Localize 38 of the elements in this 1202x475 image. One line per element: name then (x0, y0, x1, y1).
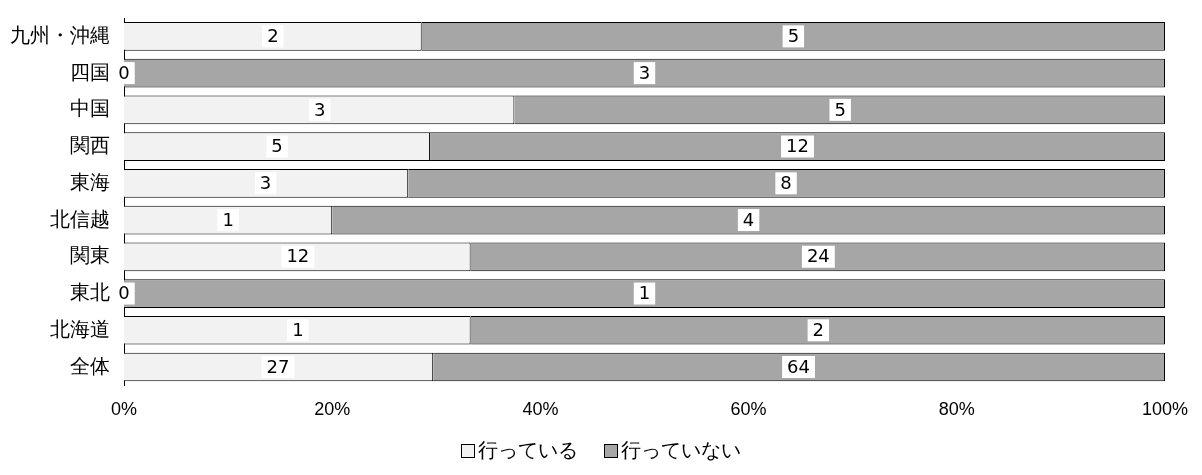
annotation: 2 (812, 318, 825, 340)
x-tick-label: 0% (110, 399, 138, 420)
x-tick-label: 60% (730, 399, 767, 420)
annotation: 3 (313, 98, 326, 120)
annotation: 64 (787, 355, 811, 377)
y-tick-label: 北信越 (50, 207, 110, 230)
annotation: 5 (787, 25, 800, 47)
x-tick-label: 100% (1141, 399, 1188, 420)
y-tick-label: 九州・沖縄 (10, 23, 110, 46)
y-tick-label: 東北 (70, 281, 110, 304)
legend-label: 行っている (478, 437, 578, 464)
annotation: 0 (118, 282, 130, 304)
annotation: 4 (742, 208, 755, 230)
annotation: 0 (118, 61, 130, 83)
annotation: 1 (638, 282, 651, 304)
annotation: 12 (286, 245, 310, 267)
y-tick-label: 全体 (70, 354, 110, 377)
x-tick-label: 80% (938, 399, 975, 420)
annotation: 3 (638, 61, 651, 83)
annotation: 5 (271, 135, 283, 157)
y-tick-label: 中国 (70, 97, 110, 120)
annotation: 8 (780, 172, 792, 193)
y-tick-label: 北海道 (50, 317, 110, 340)
annotation: 3 (259, 172, 272, 193)
y-tick-label: 関西 (70, 134, 110, 157)
annotation: 24 (806, 245, 830, 267)
annotation: 2 (267, 25, 279, 47)
y-tick-label: 関東 (70, 244, 110, 267)
annotation: 12 (786, 135, 809, 157)
annotation: 5 (834, 98, 846, 120)
x-tick-label: 40% (522, 399, 559, 420)
x-tick-label: 20% (314, 399, 351, 420)
annotation: 1 (292, 318, 304, 340)
y-tick-label: 東海 (70, 170, 110, 193)
y-tick-label: 四国 (70, 60, 110, 83)
annotation: 27 (266, 355, 290, 377)
text: 行っていない (621, 437, 741, 464)
annotation: 1 (222, 208, 234, 230)
